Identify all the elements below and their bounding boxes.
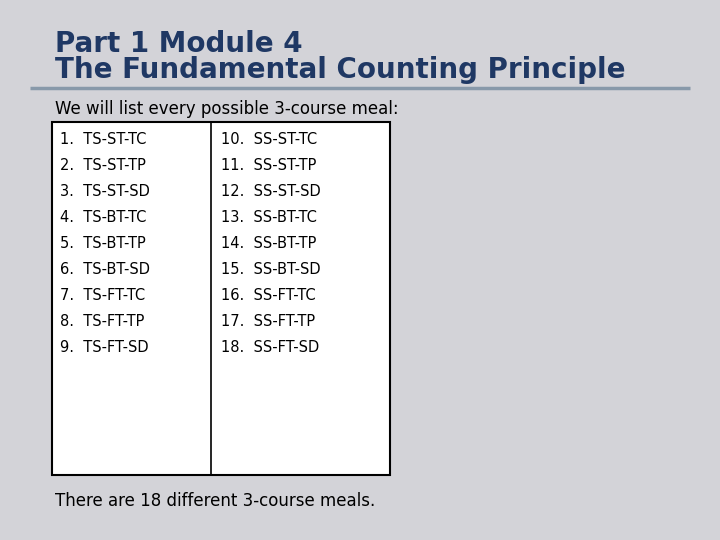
Text: 16.  SS-FT-TC: 16. SS-FT-TC [221, 288, 315, 303]
Text: 2.  TS-ST-TP: 2. TS-ST-TP [60, 158, 146, 173]
Text: 4.  TS-BT-TC: 4. TS-BT-TC [60, 210, 146, 225]
Text: 1.  TS-ST-TC: 1. TS-ST-TC [60, 132, 146, 147]
Text: 11.  SS-ST-TP: 11. SS-ST-TP [221, 158, 316, 173]
Text: 5.  TS-BT-TP: 5. TS-BT-TP [60, 236, 145, 251]
Text: 8.  TS-FT-TP: 8. TS-FT-TP [60, 314, 145, 329]
Text: 10.  SS-ST-TC: 10. SS-ST-TC [221, 132, 317, 147]
Text: 14.  SS-BT-TP: 14. SS-BT-TP [221, 236, 316, 251]
Text: Part 1 Module 4: Part 1 Module 4 [55, 30, 302, 58]
Text: 15.  SS-BT-SD: 15. SS-BT-SD [221, 262, 320, 277]
Text: 9.  TS-FT-SD: 9. TS-FT-SD [60, 340, 148, 355]
Text: We will list every possible 3-course meal:: We will list every possible 3-course mea… [55, 100, 399, 118]
Text: 13.  SS-BT-TC: 13. SS-BT-TC [221, 210, 317, 225]
Text: 3.  TS-ST-SD: 3. TS-ST-SD [60, 184, 150, 199]
Text: 12.  SS-ST-SD: 12. SS-ST-SD [221, 184, 320, 199]
Text: There are 18 different 3-course meals.: There are 18 different 3-course meals. [55, 492, 375, 510]
FancyBboxPatch shape [52, 122, 390, 475]
Text: 17.  SS-FT-TP: 17. SS-FT-TP [221, 314, 315, 329]
Text: 7.  TS-FT-TC: 7. TS-FT-TC [60, 288, 145, 303]
Text: 6.  TS-BT-SD: 6. TS-BT-SD [60, 262, 150, 277]
Text: 18.  SS-FT-SD: 18. SS-FT-SD [221, 340, 319, 355]
Text: The Fundamental Counting Principle: The Fundamental Counting Principle [55, 56, 626, 84]
